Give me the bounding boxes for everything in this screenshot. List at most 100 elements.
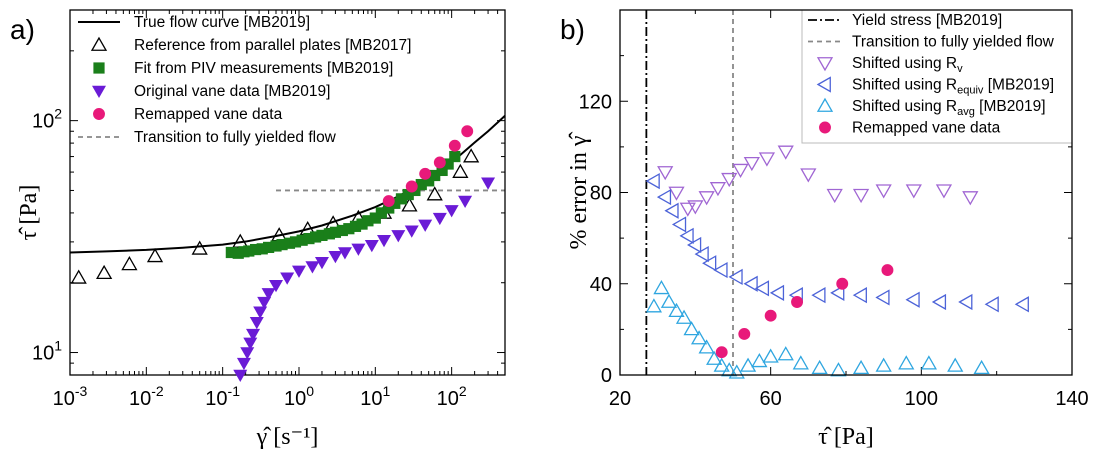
data-point xyxy=(263,241,275,254)
data-point xyxy=(830,362,847,377)
data-point xyxy=(830,284,845,301)
data-point xyxy=(305,261,320,274)
legend-frame xyxy=(801,9,1073,144)
data-point xyxy=(405,180,418,193)
legend-label: Fit from PIV measurements [MB2019] xyxy=(134,60,393,77)
data-point xyxy=(191,240,208,255)
data-point xyxy=(389,197,401,209)
data-point xyxy=(442,158,454,170)
data-point xyxy=(777,145,794,160)
data-point xyxy=(947,357,964,372)
data-point xyxy=(418,219,433,232)
data-point xyxy=(702,255,717,272)
data-point xyxy=(706,350,723,365)
x-axis-title: γ̂ [s⁻¹] xyxy=(256,424,319,450)
series-4 xyxy=(645,280,990,379)
data-point xyxy=(404,225,419,238)
x-tick-label: 10-1 xyxy=(205,383,240,410)
data-point xyxy=(375,207,387,219)
data-point xyxy=(754,280,770,297)
x-tick-label: 140 xyxy=(1055,388,1088,410)
data-point xyxy=(852,188,870,204)
data-point xyxy=(758,152,776,167)
data-point xyxy=(764,309,777,322)
data-point xyxy=(881,264,894,277)
y-axis-title: % error in γ̂ xyxy=(566,132,592,250)
legend-label: Shifted using Ravg [MB2019] xyxy=(852,98,1046,118)
panel-a-label: a) xyxy=(10,14,35,45)
data-point xyxy=(973,359,990,375)
series-3 xyxy=(645,172,1029,313)
data-point xyxy=(905,291,920,308)
data-point xyxy=(668,186,685,201)
data-point xyxy=(458,195,473,209)
legend-marker xyxy=(819,121,831,134)
data-point xyxy=(935,184,953,199)
panel-a-plot-frame xyxy=(69,9,506,376)
data-point xyxy=(743,275,758,292)
data-point xyxy=(383,202,395,214)
x-tick-label: 10-2 xyxy=(129,383,164,410)
y-tick-label: 101 xyxy=(32,338,62,365)
data-point xyxy=(777,346,794,361)
data-point xyxy=(762,348,779,363)
data-point xyxy=(249,317,264,330)
data-point xyxy=(70,269,87,284)
data-point xyxy=(246,328,261,342)
data-point xyxy=(391,230,406,243)
data-point xyxy=(225,246,237,259)
data-point xyxy=(811,359,828,375)
data-point xyxy=(792,355,809,370)
data-point xyxy=(657,166,674,181)
data-point xyxy=(645,172,660,190)
data-point xyxy=(433,156,446,169)
series-2 xyxy=(657,145,979,217)
data-point xyxy=(423,175,435,187)
legend-marker xyxy=(90,36,108,51)
data-point xyxy=(257,296,272,310)
data-point xyxy=(291,265,306,278)
panel-b-plot-frame xyxy=(619,9,1073,376)
data-point xyxy=(709,182,727,197)
y-tick-label: 102 xyxy=(32,106,62,133)
panel-b-legend: Yield stress [MB2019] Transition to fully… xyxy=(801,9,1073,144)
y-tick-label: 0 xyxy=(601,365,612,387)
data-point xyxy=(738,327,751,340)
data-point xyxy=(401,197,418,212)
data-point xyxy=(931,293,947,311)
legend-marker xyxy=(816,76,831,93)
x-tick-label: 100 xyxy=(905,388,938,410)
panel-b-plot: 20 60 100 140 0 40 80 120 τ̂ [Pa] % error in γ̂ Yi… xyxy=(566,9,1089,450)
data-point xyxy=(432,212,447,226)
data-point xyxy=(402,188,414,201)
data-point xyxy=(715,346,728,359)
panel-a-plot: 10-3 10-2 10-1 100 101 102 101 102 γ̂ [s⁻¹] τ̂ [P… xyxy=(16,9,506,450)
data-point xyxy=(660,293,678,308)
data-point xyxy=(232,247,244,259)
data-point xyxy=(728,364,745,379)
data-point xyxy=(243,337,258,350)
data-point xyxy=(336,224,348,237)
data-point xyxy=(656,188,672,206)
data-point xyxy=(687,200,704,215)
data-point xyxy=(675,309,693,324)
y-tick-label: 120 xyxy=(579,91,612,113)
legend-label: Remapped vane data xyxy=(134,106,283,123)
data-point xyxy=(395,193,408,205)
legend-marker xyxy=(816,97,834,112)
x-tick-label: 101 xyxy=(360,383,390,410)
data-point xyxy=(679,202,696,217)
data-point xyxy=(645,298,663,313)
data-point xyxy=(481,177,496,190)
data-point xyxy=(962,191,979,206)
data-point xyxy=(343,223,355,235)
x-tick-label: 20 xyxy=(609,388,631,410)
legend-label: Yield stress [MB2019] xyxy=(852,12,1002,29)
data-point xyxy=(713,357,730,372)
data-point xyxy=(875,357,892,372)
data-point xyxy=(240,347,255,360)
data-point xyxy=(329,226,342,238)
data-point xyxy=(233,369,248,382)
data-point xyxy=(328,251,343,264)
